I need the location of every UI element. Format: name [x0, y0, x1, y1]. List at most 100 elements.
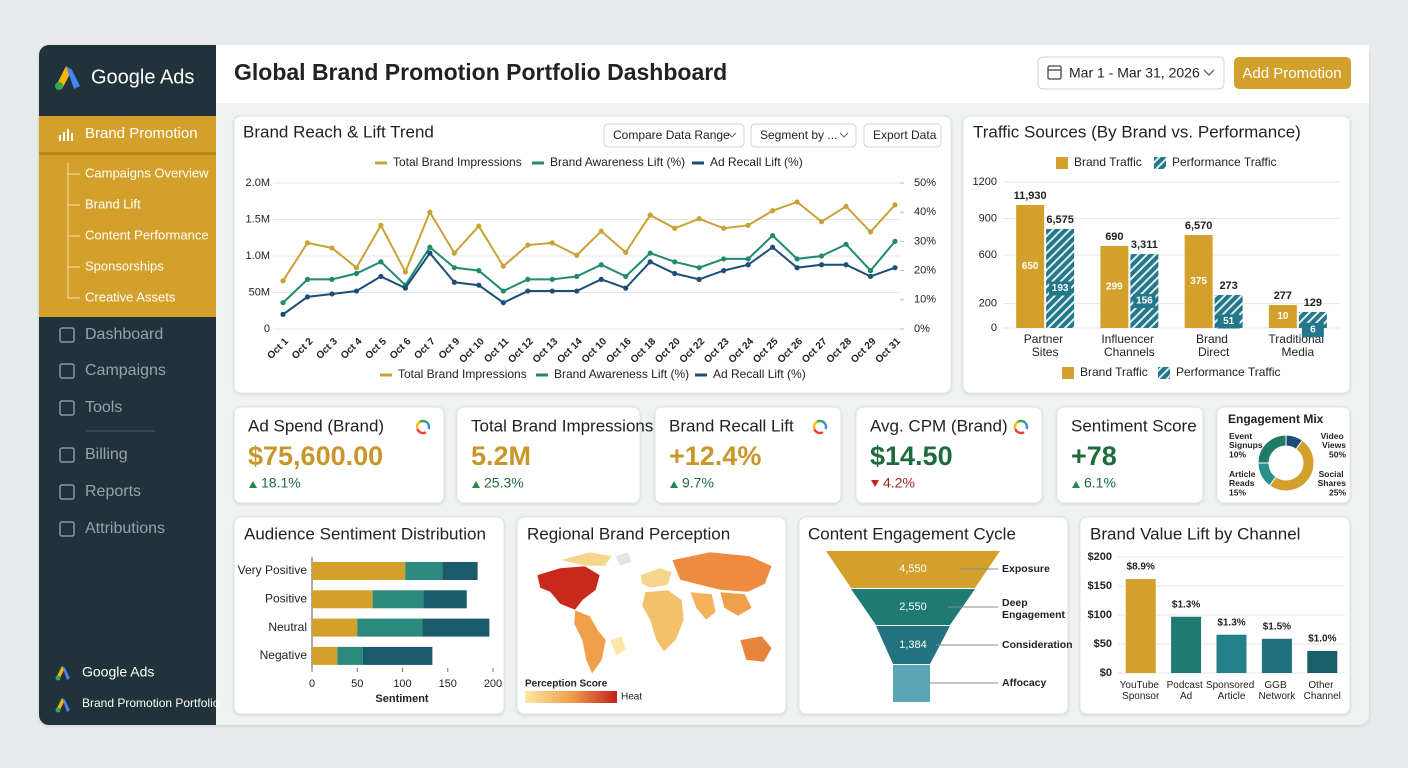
button-label[interactable]: Add Promotion: [1242, 65, 1341, 82]
point: [745, 262, 751, 268]
bar: [1100, 245, 1129, 328]
kpi-value: +78: [1071, 441, 1117, 471]
x-tick-label: 200: [484, 678, 502, 690]
legend-swatch: [1158, 367, 1170, 379]
legend-label: Total Brand Impressions: [398, 367, 527, 381]
point: [867, 229, 874, 235]
point: [280, 278, 286, 284]
control-label[interactable]: Compare Data Range: [613, 128, 730, 142]
point: [672, 259, 678, 265]
nav-subitem: Campaigns Overview: [85, 165, 209, 180]
bar-annotation: $1.0%: [1308, 634, 1336, 645]
bar-top-label: 6,570: [1185, 220, 1213, 232]
point: [647, 212, 653, 218]
bar-segment: [312, 646, 338, 665]
stage-value: 4,550: [899, 563, 927, 575]
kpi-change: 6.1%: [1084, 475, 1116, 491]
control-button[interactable]: [603, 123, 745, 148]
y-tick-label: 1200: [973, 176, 997, 188]
point: [818, 253, 825, 259]
legend-label: Performance Traffic: [1172, 155, 1276, 169]
footer-text: Google Ads: [82, 664, 154, 680]
google-icon: [426, 422, 431, 430]
point: [721, 256, 727, 262]
x-tick-label: 0: [309, 678, 315, 690]
chevron: [839, 132, 849, 138]
nav-item: Campaigns: [85, 362, 166, 379]
nav-icon: [59, 363, 75, 379]
kpi-value: 5.2M: [471, 441, 531, 471]
legend-label: Ad Recall Lift (%): [713, 367, 806, 381]
series-line: [282, 200, 896, 282]
card: [1056, 406, 1204, 504]
bar-inner-label: 299: [1106, 282, 1123, 293]
point: [794, 256, 800, 262]
card: [233, 115, 952, 394]
card-title: Brand Reach & Lift Trend: [243, 122, 434, 141]
add-button[interactable]: [1234, 57, 1351, 89]
bar: [1261, 638, 1292, 673]
active-section: [39, 116, 216, 317]
point: [500, 263, 506, 269]
point: [451, 250, 457, 256]
bar-inner-label: 10: [1277, 311, 1289, 322]
bar-inner-label: 375: [1190, 276, 1207, 287]
nav-subitem: Brand Lift: [85, 196, 141, 211]
point: [427, 209, 433, 215]
nav-icon: [59, 400, 75, 416]
legend-swatch: [1062, 367, 1074, 379]
control-button[interactable]: [750, 123, 857, 148]
card-title: Brand Value Lift by Channel: [1090, 524, 1300, 543]
point: [647, 259, 653, 265]
bar-inner-label: 6: [1310, 325, 1316, 336]
card: [233, 406, 445, 504]
point: [549, 240, 555, 246]
control-label[interactable]: Export Data: [873, 128, 937, 142]
point: [647, 250, 653, 256]
y2-tick-label: 10%: [914, 294, 936, 306]
point: [598, 276, 604, 282]
bar: [1171, 616, 1202, 673]
point: [402, 285, 408, 291]
google-icon: [415, 420, 421, 430]
point: [794, 265, 800, 271]
point: [476, 223, 482, 229]
y-tick-label: 0: [991, 322, 997, 334]
stage-value: 1,384: [899, 639, 927, 651]
bar: [1307, 650, 1338, 673]
point: [696, 276, 702, 282]
trend-arrow: [871, 480, 879, 487]
trend-arrow: [1072, 481, 1080, 488]
y-tick-label: Neutral: [268, 620, 307, 634]
control-button[interactable]: [863, 123, 942, 148]
point: [745, 256, 751, 262]
nav-item: Dashboard: [85, 326, 163, 343]
nav-active: Brand Promotion: [85, 125, 198, 142]
control-label[interactable]: Segment by ...: [760, 128, 837, 142]
kpi-change: 9.7%: [682, 475, 714, 491]
legend-label: Total Brand Impressions: [393, 155, 522, 169]
footer-icon: [55, 666, 70, 681]
point: [525, 288, 531, 294]
bar-inner-label: 51: [1223, 316, 1235, 327]
point: [574, 252, 580, 258]
point: [525, 242, 531, 248]
point: [304, 294, 311, 300]
google-icon: [1024, 422, 1029, 430]
point: [843, 262, 849, 268]
funnel-stage: [893, 665, 930, 702]
x-tick-label: Other Channel: [1304, 680, 1341, 702]
donut-value: 10%: [1229, 449, 1246, 459]
point: [745, 222, 751, 228]
point: [721, 225, 727, 231]
trend-arrow: [670, 481, 678, 488]
date-picker[interactable]: [1037, 56, 1225, 90]
x-tick-label: 150: [439, 678, 457, 690]
nav-item: Billing: [85, 446, 128, 463]
y-tick-label: 2.0M: [246, 177, 270, 189]
card: [855, 406, 1043, 504]
point: [843, 203, 849, 209]
point: [623, 249, 629, 255]
legend-label: Performance Traffic: [1176, 365, 1280, 379]
label-backdrop: [1133, 294, 1156, 309]
